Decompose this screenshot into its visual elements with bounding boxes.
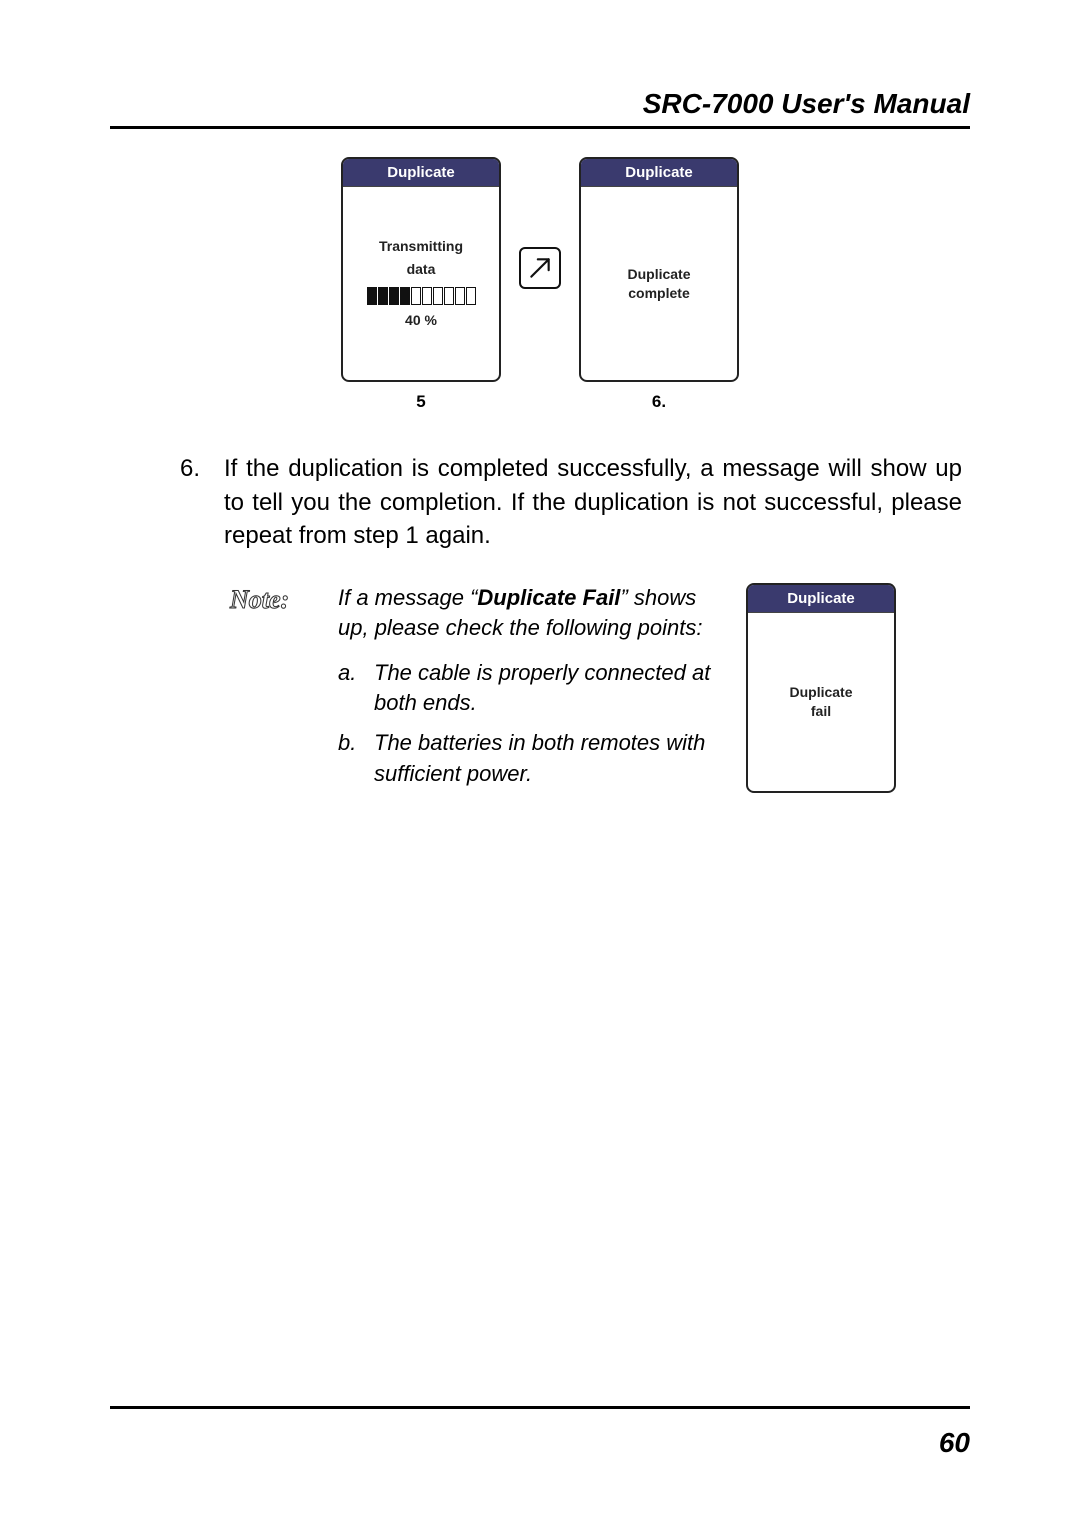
screen-body: Duplicate complete xyxy=(581,186,737,380)
device-screen-fail: Duplicate Duplicate fail xyxy=(746,583,896,793)
progress-bar xyxy=(367,287,476,305)
progress-segment xyxy=(422,287,432,305)
progress-segment xyxy=(400,287,410,305)
transmitting-line2: data xyxy=(407,260,436,279)
header-rule xyxy=(110,126,970,129)
progress-segment xyxy=(411,287,421,305)
progress-segment xyxy=(367,287,377,305)
screen-titlebar: Duplicate xyxy=(343,159,499,186)
note-item-marker: a. xyxy=(338,658,360,719)
device-screen-complete: Duplicate Duplicate complete xyxy=(579,157,739,382)
note-item-marker: b. xyxy=(338,728,360,789)
progress-segment xyxy=(455,287,465,305)
progress-segment xyxy=(433,287,443,305)
step-6: 6. If the duplication is completed succe… xyxy=(180,452,962,553)
complete-line1: Duplicate xyxy=(627,265,690,284)
device-screen-transmitting: Duplicate Transmitting data 40 % xyxy=(341,157,501,382)
transmitting-line1: Transmitting xyxy=(379,237,463,256)
figures-row: Duplicate Transmitting data 40 % 5 xyxy=(110,157,970,412)
screen-body: Duplicate fail xyxy=(748,612,894,791)
step-text: If the duplication is completed successf… xyxy=(224,452,962,553)
screen-titlebar: Duplicate xyxy=(581,159,737,186)
note-screen-wrap: Duplicate Duplicate fail xyxy=(746,583,896,793)
note-item-text: The batteries in both remotes with suffi… xyxy=(374,728,718,789)
note-intro-prefix: If a message “ xyxy=(338,585,477,610)
manual-page: SRC-7000 User's Manual Duplicate Transmi… xyxy=(0,0,1080,1529)
screen-body: Transmitting data 40 % xyxy=(343,186,499,380)
note-intro: If a message “Duplicate Fail” shows up, … xyxy=(338,583,718,644)
fail-line1: Duplicate xyxy=(789,683,852,702)
progress-segment xyxy=(378,287,388,305)
note-list-item: a.The cable is properly connected at bot… xyxy=(338,658,718,719)
footer-rule xyxy=(110,1406,970,1409)
figure-caption-6: 6. xyxy=(652,392,666,412)
page-number: 60 xyxy=(939,1427,970,1459)
note-intro-bold: Duplicate Fail xyxy=(477,585,620,610)
fail-line2: fail xyxy=(811,702,831,721)
screen-titlebar: Duplicate xyxy=(748,585,894,612)
note-list: a.The cable is properly connected at bot… xyxy=(338,658,718,789)
progress-segment xyxy=(444,287,454,305)
arrow-icon xyxy=(519,247,561,289)
figure-5-column: Duplicate Transmitting data 40 % 5 xyxy=(341,157,501,412)
note-content: If a message “Duplicate Fail” shows up, … xyxy=(338,583,718,799)
page-title: SRC-7000 User's Manual xyxy=(110,88,970,120)
figure-6-column: Duplicate Duplicate complete 6. xyxy=(579,157,739,412)
step-number: 6. xyxy=(180,452,212,553)
note-item-text: The cable is properly connected at both … xyxy=(374,658,718,719)
transmitting-block: Transmitting data 40 % xyxy=(367,237,476,330)
note-label: Note: xyxy=(230,585,320,615)
progress-segment xyxy=(389,287,399,305)
figure-caption-5: 5 xyxy=(416,392,425,412)
progress-segment xyxy=(466,287,476,305)
note-block: Note: If a message “Duplicate Fail” show… xyxy=(230,583,970,799)
note-list-item: b.The batteries in both remotes with suf… xyxy=(338,728,718,789)
complete-line2: complete xyxy=(628,284,689,303)
progress-pct: 40 % xyxy=(405,311,437,330)
